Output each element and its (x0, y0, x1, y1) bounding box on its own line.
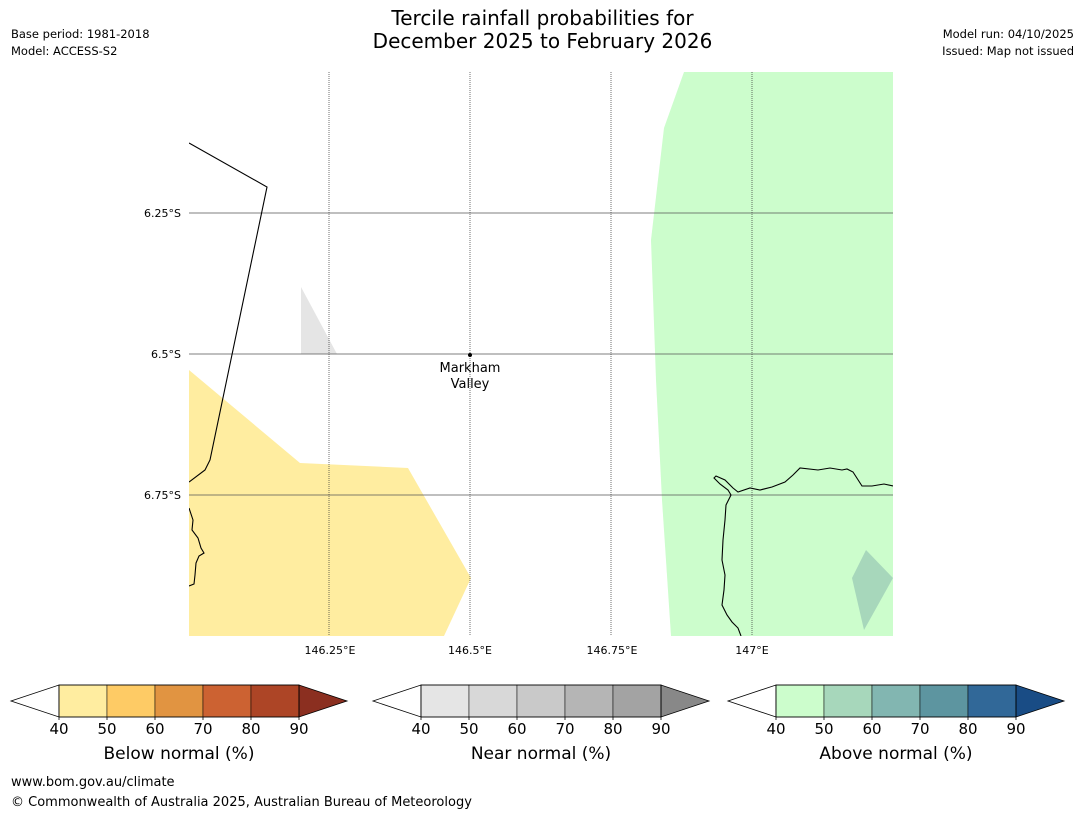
title-line-1: Tercile rainfall probabilities for (391, 6, 694, 30)
colorbar-near-normal-tick-label: 80 (603, 720, 622, 738)
lon-label-146-75: 146.75°E (587, 644, 638, 657)
colorbar-below-normal-outline (58, 684, 300, 718)
header-left: Base period: 1981-2018 Model: ACCESS-S2 (11, 26, 150, 59)
title-line-2: December 2025 to February 2026 (372, 29, 713, 53)
colorbar-near-normal-segment (564, 684, 614, 718)
colorbar-below-normal-segment (58, 684, 108, 718)
near-normal-region (301, 287, 337, 354)
lat-label-6-5: 6.5°S (151, 348, 181, 361)
colorbar-above-normal-tick-label: 90 (1006, 720, 1025, 738)
lat-label-6-25: 6.25°S (144, 207, 181, 220)
colorbar-below-normal-segment (202, 684, 252, 718)
map-area (189, 72, 893, 636)
colorbar-above-normal-tick-label: 70 (910, 720, 929, 738)
colorbar-below-normal-segment (106, 684, 156, 718)
river-coastline (713, 467, 893, 636)
colorbar-near-normal-segment (612, 684, 662, 718)
lon-label-147: 147°E (735, 644, 768, 657)
colorbar-below-normal-under-extension (9, 684, 60, 718)
colorbar-below-normal-tick-label: 40 (49, 720, 68, 738)
colorbar-above-normal-segment (823, 684, 873, 718)
footer-website: www.bom.gov.au/climate (11, 775, 175, 790)
colorbar-above-normal-segment (967, 684, 1017, 718)
colorbar-above-normal-tick-label: 80 (958, 720, 977, 738)
model-run: Model run: 04/10/2025 (942, 27, 1074, 41)
colorbar-title-near-normal: Near normal (%) (470, 744, 612, 764)
colorbar-near-normal-tick-label: 60 (507, 720, 526, 738)
colorbar-above-normal-under-extension (726, 684, 777, 718)
colorbar-above-normal-segment (919, 684, 969, 718)
colorbar-above-normal-tick-label: 60 (862, 720, 881, 738)
colorbar-near-normal-tick-label: 40 (411, 720, 430, 738)
colorbar-title-below-normal: Below normal (%) (103, 744, 255, 764)
colorbar-below-normal-segment (154, 684, 204, 718)
colorbar-below-normal-tick-label: 50 (97, 720, 116, 738)
colorbar-below-normal-tick-label: 80 (241, 720, 260, 738)
model-name: Model: ACCESS-S2 (11, 43, 118, 58)
above-normal-50-region (852, 550, 893, 630)
colorbar-above-normal: 40 50 60 70 80 90 (726, 684, 1066, 738)
region-boundary-line (189, 142, 268, 483)
west-coastline (189, 507, 205, 587)
colorbar-below-normal-tick-label: 90 (289, 720, 308, 738)
issued-status: Issued: Map not issued (942, 43, 1074, 58)
latitude-gridlines (189, 212, 893, 496)
colorbar-near-normal-tick-label: 50 (459, 720, 478, 738)
colorbar-near-normal-segment (468, 684, 518, 718)
place-label-line-2: Valley (451, 377, 490, 392)
header-right: Model run: 04/10/2025 Issued: Map not is… (942, 26, 1074, 59)
colorbar-below-normal-tick-label: 60 (145, 720, 164, 738)
colorbar-above-normal-segment (871, 684, 921, 718)
colorbar-above-normal-tick-label: 40 (766, 720, 785, 738)
colorbar-near-normal-tick-label: 70 (555, 720, 574, 738)
colorbar-near-normal-segment (516, 684, 566, 718)
colorbar-near-normal: 40 50 60 70 80 90 (371, 684, 711, 738)
lon-label-146-25: 146.25°E (305, 644, 356, 657)
lat-label-6-75: 6.75°S (144, 489, 181, 502)
colorbar-above-normal-outline (775, 684, 1017, 718)
below-normal-region (189, 370, 471, 636)
colorbar-near-normal-outline (420, 684, 662, 718)
colorbar-above-normal-over-extension (1015, 684, 1066, 718)
colorbar-below-normal-tick-label: 70 (193, 720, 212, 738)
colorbar-below-normal-over-extension (298, 684, 349, 718)
place-label-line-1: Markham (440, 361, 501, 376)
map-title: Tercile rainfall probabilities for Decem… (0, 7, 1085, 53)
base-period: Base period: 1981-2018 (11, 27, 150, 41)
colorbar-near-normal-segment (420, 684, 470, 718)
lon-label-146-5: 146.5°E (448, 644, 492, 657)
colorbar-above-normal-tick-label: 50 (814, 720, 833, 738)
footer-copyright: © Commonwealth of Australia 2025, Austra… (11, 795, 472, 810)
colorbar-below-normal-segment (250, 684, 300, 718)
colorbar-title-above-normal: Above normal (%) (819, 744, 973, 764)
colorbar-below-normal: 40 50 60 70 80 90 (9, 684, 349, 738)
colorbar-near-normal-over-extension (660, 684, 711, 718)
markham-valley-marker (468, 353, 472, 357)
colorbar-near-normal-tick-label: 90 (651, 720, 670, 738)
colorbar-above-normal-segment (775, 684, 825, 718)
colorbar-near-normal-under-extension (371, 684, 422, 718)
